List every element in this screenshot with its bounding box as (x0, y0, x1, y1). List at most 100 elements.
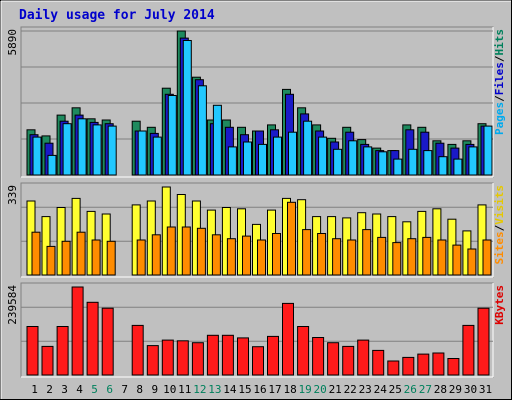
bar-visits-sites-day-10 (166, 226, 176, 276)
bar-hits-pages-day-9 (152, 136, 162, 176)
bar-kbytes-kbytes-day-11 (176, 340, 189, 376)
x-tick-label-day-13: 13 (208, 383, 221, 396)
bar-hits-pages-day-16 (258, 143, 267, 176)
bar-kbytes-kbytes-day-26 (402, 356, 415, 376)
x-tick-label-day-14: 14 (223, 383, 237, 396)
bar-visits-sites-day-14 (226, 238, 236, 276)
x-tick-label-day-7: 7 (121, 383, 128, 396)
bar-kbytes-kbytes-day-10 (161, 339, 174, 376)
series-legend-label: Pages/Files/Hits (493, 29, 506, 135)
x-tick-label-day-10: 10 (163, 383, 176, 396)
panel-kbytes: 239584 KBytes (6, 282, 506, 378)
bar-visits-sites-day-26 (407, 238, 417, 276)
bar-kbytes-kbytes-day-23 (357, 339, 370, 376)
bar-visits-sites-day-16 (257, 239, 266, 276)
bar-kbytes-kbytes-day-1 (26, 326, 39, 376)
bar-kbytes-kbytes-day-27 (417, 353, 430, 376)
bar-visits-sites-day-27 (422, 236, 432, 276)
bar-kbytes-kbytes-day-3 (56, 326, 69, 376)
x-tick-label-day-19: 19 (298, 383, 311, 396)
bar-kbytes-kbytes-day-24 (372, 349, 385, 376)
bar-visits-sites-day-2 (46, 245, 56, 276)
bar-hits-pages-day-10 (167, 95, 177, 176)
bar-hits-pages-day-26 (408, 148, 418, 176)
x-tick-label-day-12: 12 (193, 383, 206, 396)
bar-visits-sites-day-19 (302, 229, 312, 276)
bar-visits-sites-day-29 (452, 244, 462, 276)
bar-hits-pages-day-17 (273, 136, 282, 176)
x-axis-labels: 1 2 3 4 5 6 7 8 9 10 11 12 13 14 15 16 17 18 19 20 21 22 23 24 2… (31, 383, 492, 396)
y-max-label: 339 (6, 185, 19, 205)
x-tick-label-day-29: 29 (449, 383, 462, 396)
bar-kbytes-kbytes-day-15 (237, 337, 249, 376)
x-tick-label-day-4: 4 (76, 383, 83, 396)
bar-visits-sites-day-3 (61, 240, 71, 276)
legend-part: Files (493, 62, 506, 95)
x-tick-label-day-20: 20 (313, 383, 326, 396)
bar-hits-pages-day-24 (378, 151, 388, 176)
bar-hits-pages-day-27 (423, 150, 433, 176)
bar-hits-pages-day-22 (348, 140, 358, 176)
bar-kbytes-kbytes-day-25 (387, 360, 400, 376)
bar-visits-sites-day-28 (437, 239, 447, 276)
bar-visits-sites-day-15 (242, 235, 251, 276)
x-tick-label-day-9: 9 (151, 383, 158, 396)
bar-visits-sites-day-17 (272, 233, 281, 276)
bar-visits-sites-day-9 (151, 234, 161, 276)
chart-title: Daily usage for July 2014 (19, 8, 215, 23)
bar-hits-pages-day-8 (137, 130, 147, 176)
bar-hits-pages-day-20 (318, 136, 328, 176)
bar-kbytes-kbytes-day-17 (267, 335, 279, 376)
legend-part: / (493, 224, 506, 231)
legend-part: / (493, 95, 506, 102)
bar-hits-pages-day-29 (453, 158, 463, 176)
bar-visits-sites-day-24 (377, 236, 387, 276)
bar-hits-pages-day-1 (32, 136, 42, 176)
bar-hits-pages-day-28 (438, 156, 448, 176)
series-legend-label: Sites/Visits (493, 185, 506, 265)
x-tick-label-day-30: 30 (464, 383, 477, 396)
x-tick-label-day-6: 6 (106, 383, 113, 396)
bar-kbytes-kbytes-day-4 (71, 286, 84, 376)
x-tick-label-day-27: 27 (419, 383, 432, 396)
x-tick-label-day-26: 26 (404, 383, 417, 396)
bar-visits-sites-day-22 (347, 239, 357, 276)
bar-kbytes-kbytes-day-5 (86, 301, 99, 376)
bar-hits-pages-day-2 (47, 154, 57, 176)
bar-hits-pages-day-6 (107, 125, 117, 176)
x-tick-label-day-22: 22 (344, 383, 357, 396)
bar-visits-sites-day-1 (31, 231, 41, 276)
legend-part: Hits (493, 29, 506, 56)
x-tick-label-day-1: 1 (31, 383, 38, 396)
bar-hits-pages-day-30 (468, 146, 478, 176)
x-tick-label-day-2: 2 (46, 383, 53, 396)
bar-kbytes-kbytes-day-14 (221, 334, 234, 376)
x-tick-label-day-5: 5 (91, 383, 98, 396)
bar-hits-pages-day-3 (62, 123, 72, 176)
bar-hits-pages-day-19 (303, 120, 313, 176)
x-tick-label-day-8: 8 (136, 383, 143, 396)
bar-hits-pages-day-4 (77, 118, 87, 176)
bar-visits-sites-day-31 (482, 239, 492, 276)
bar-hits-pages-day-23 (363, 146, 373, 176)
panels-layer: 5890Pages/Files/Hits339Sites/Visits23958… (6, 26, 506, 378)
bar-hits-pages-day-12 (197, 85, 207, 176)
x-tick-label-day-15: 15 (238, 383, 251, 396)
bar-kbytes-kbytes-day-19 (297, 326, 310, 376)
bar-visits-sites-day-12 (196, 227, 206, 276)
x-tick-label-day-11: 11 (178, 383, 191, 396)
bar-hits-pages-day-15 (243, 141, 252, 176)
x-tick-label-day-18: 18 (283, 383, 296, 396)
bar-kbytes-kbytes-day-13 (206, 334, 219, 376)
bar-kbytes-kbytes-day-16 (252, 346, 264, 376)
bar-kbytes-kbytes-day-28 (432, 352, 445, 376)
bar-hits-pages-day-14 (227, 146, 237, 176)
x-tick-label-day-28: 28 (434, 383, 447, 396)
x-tick-label-day-3: 3 (61, 383, 68, 396)
bar-visits-sites-day-13 (211, 234, 221, 276)
bar-kbytes-kbytes-day-8 (131, 324, 144, 376)
bar-visits-sites-day-23 (362, 229, 372, 276)
panel-visits: 339 Sites/Visits (6, 182, 506, 278)
